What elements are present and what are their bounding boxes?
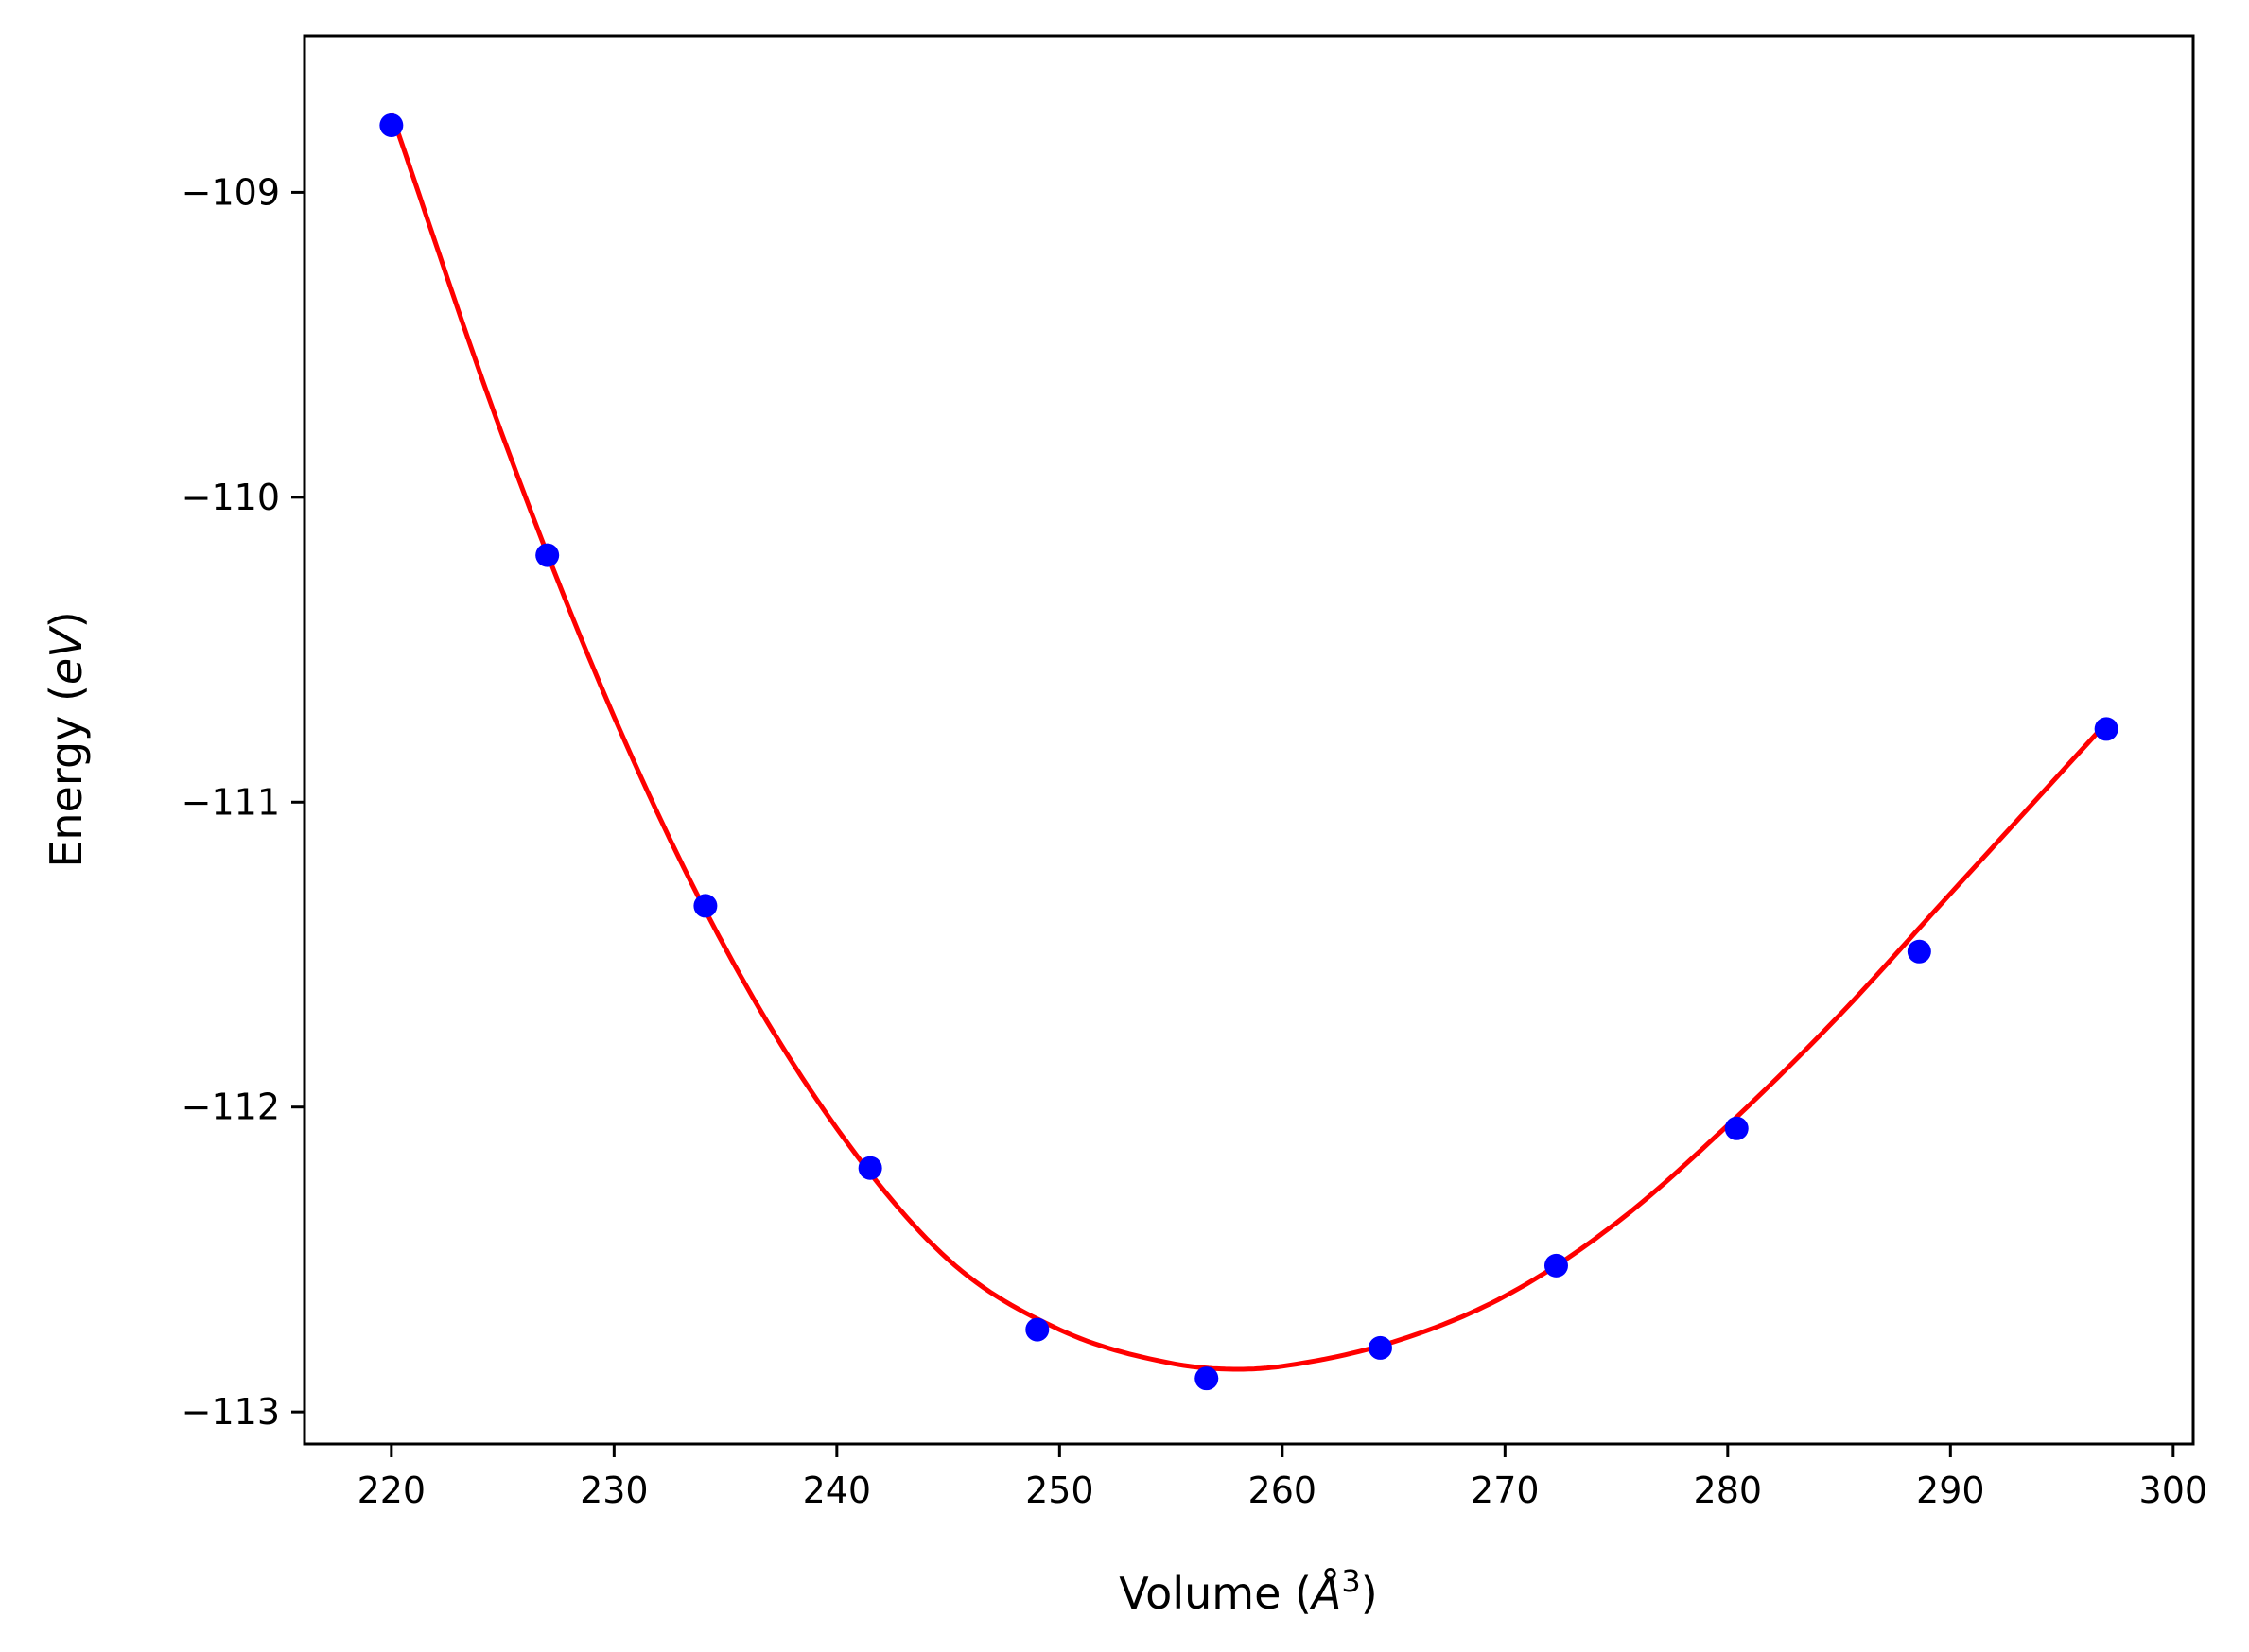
x-tick-label: 230 (580, 1469, 649, 1511)
x-tick-label: 240 (803, 1469, 872, 1511)
data-point (1368, 1335, 1392, 1360)
y-axis-label-unit: eV (41, 625, 92, 685)
data-point (693, 894, 718, 918)
data-point (535, 543, 560, 567)
x-tick-label: 290 (1916, 1469, 1985, 1511)
x-tick-label: 220 (357, 1469, 427, 1511)
y-axis-label-suffix: ) (41, 611, 92, 628)
x-axis-label-prefix: Volume ( (1119, 1568, 1312, 1619)
plot-area (305, 36, 2193, 1444)
axes-frame (303, 34, 2195, 1446)
data-point (1543, 1253, 1568, 1278)
x-tick-label: 300 (2139, 1469, 2208, 1511)
data-point (1194, 1366, 1219, 1391)
y-tick-label: −111 (182, 781, 280, 823)
x-axis: 220 230 240 250 260 270 280 290 300 (357, 1444, 2207, 1511)
fit-curve-layer (389, 112, 2109, 1372)
x-tick-label: 260 (1248, 1469, 1317, 1511)
data-point (1724, 1116, 1749, 1140)
data-points-layer (379, 113, 2118, 1391)
x-axis-label-suffix: ) (1361, 1568, 1378, 1619)
x-tick-label: 250 (1025, 1469, 1094, 1511)
x-tick-label: 280 (1694, 1469, 1763, 1511)
fit-curve (389, 112, 2109, 1372)
y-tick-label: −110 (182, 477, 280, 518)
y-tick-label: −109 (182, 171, 280, 213)
data-point (1025, 1317, 1050, 1342)
y-axis-label-prefix: Energy ( (41, 685, 92, 868)
x-axis-label-exponent: 3 (1341, 1563, 1360, 1599)
y-tick-label: −113 (182, 1391, 280, 1433)
y-tick-label: −112 (182, 1087, 280, 1128)
y-axis-label: Energy (eV) (41, 611, 92, 867)
x-axis-label: Volume (Å3) (1119, 1563, 1377, 1619)
data-point (2094, 717, 2118, 741)
data-point (1907, 939, 1931, 964)
x-tick-label: 270 (1471, 1469, 1540, 1511)
data-point (379, 113, 404, 137)
x-axis-label-unit: Å (1309, 1568, 1341, 1619)
data-point (858, 1156, 882, 1180)
y-axis: −109 −110 −111 −112 −113 (182, 171, 305, 1433)
